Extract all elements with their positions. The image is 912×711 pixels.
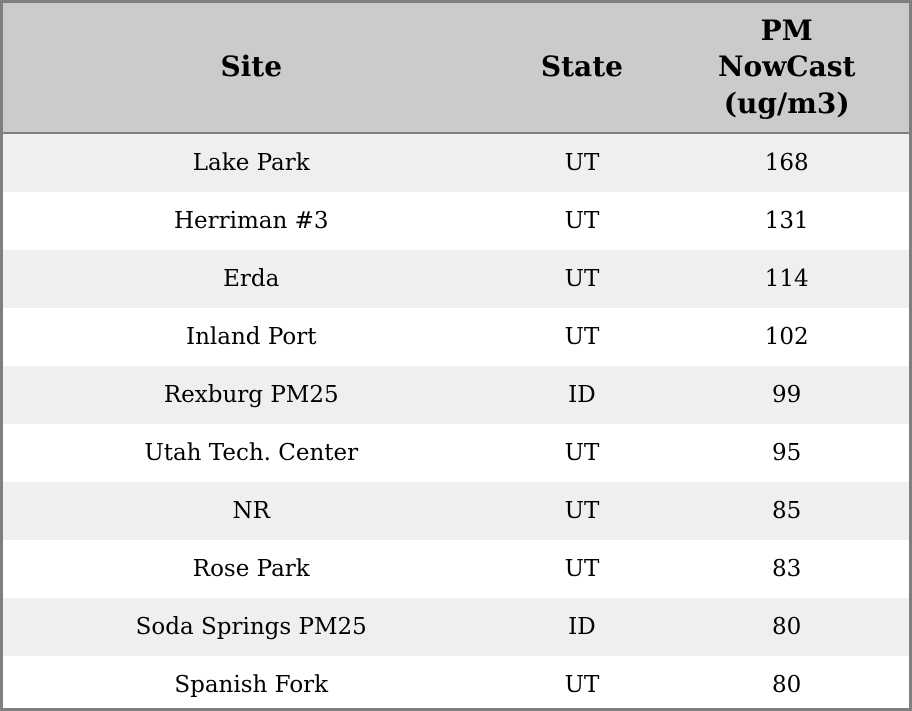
site-cell: Rexburg PM25: [163, 382, 339, 408]
site-cell: Rose Park: [192, 556, 310, 582]
pm-cell: 95: [772, 440, 802, 466]
state-cell: UT: [564, 324, 600, 350]
state-cell: UT: [564, 440, 600, 466]
site-cell: Utah Tech. Center: [144, 440, 359, 466]
state-cell: UT: [564, 150, 600, 176]
state-cell: UT: [564, 498, 600, 524]
table-row: Rose Park UT 83: [3, 540, 909, 598]
pm-cell: 114: [764, 266, 809, 292]
site-cell: Inland Port: [186, 324, 317, 350]
site-cell: Erda: [223, 266, 280, 292]
pm-cell: 102: [764, 324, 809, 350]
pm-cell: 131: [764, 208, 809, 234]
table-row: Herriman #3 UT 131: [3, 192, 909, 250]
pm-cell: 83: [772, 556, 802, 582]
state-cell: ID: [568, 614, 596, 640]
site-cell: Soda Springs PM25: [135, 614, 367, 640]
column-header-state[interactable]: State: [499, 3, 665, 134]
pm-cell: 85: [772, 498, 802, 524]
pm-cell: 99: [772, 382, 802, 408]
site-cell: Herriman #3: [173, 208, 329, 234]
table-row: Spanish Fork UT 80: [3, 656, 909, 708]
table-header-row: Site State PM NowCast (ug/m3): [3, 3, 909, 134]
pm-nowcast-table: Site State PM NowCast (ug/m3) Lake Park …: [3, 3, 909, 708]
state-cell: UT: [564, 208, 600, 234]
table-body: Lake Park UT 168 Herriman #3 UT 131 Erda…: [3, 133, 909, 708]
state-cell: UT: [564, 556, 600, 582]
pm-cell: 168: [764, 150, 809, 176]
table-row: Rexburg PM25 ID 99: [3, 366, 909, 424]
column-header-site[interactable]: Site: [3, 3, 500, 134]
site-cell: NR: [232, 498, 270, 524]
column-header-pm-nowcast[interactable]: PM NowCast (ug/m3): [664, 3, 909, 134]
state-cell: ID: [568, 382, 596, 408]
table-row: NR UT 85: [3, 482, 909, 540]
table-row: Inland Port UT 102: [3, 308, 909, 366]
pm-cell: 80: [772, 614, 802, 640]
site-cell: Lake Park: [192, 150, 310, 176]
site-cell: Spanish Fork: [174, 672, 329, 698]
table-row: Lake Park UT 168: [3, 133, 909, 192]
table-row: Soda Springs PM25 ID 80: [3, 598, 909, 656]
pm-cell: 80: [772, 672, 802, 698]
state-cell: UT: [564, 266, 600, 292]
table-row: Utah Tech. Center UT 95: [3, 424, 909, 482]
table-row: Erda UT 114: [3, 250, 909, 308]
state-cell: UT: [564, 672, 600, 698]
